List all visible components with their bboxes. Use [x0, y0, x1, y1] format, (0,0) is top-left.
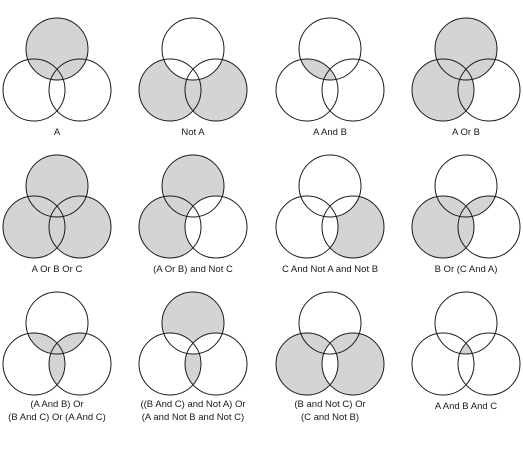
circle-c: [184, 332, 248, 396]
diagram-label: (A And B) Or (B And C) Or (A And C): [0, 398, 122, 424]
diagram-label-line: (C and Not B): [300, 412, 360, 423]
diagram-label-line: Not A: [181, 127, 205, 138]
diagram-label: A And B And C: [401, 400, 523, 413]
venn-diagram-5: [2, 154, 112, 259]
circle-c: [321, 195, 385, 259]
venn-diagram-2: [138, 17, 248, 122]
circle-b: [275, 195, 339, 259]
circle-b: [2, 195, 66, 259]
diagram-label-line: (A and Not B and Not C): [141, 412, 245, 423]
diagram-label: (B and Not C) Or (C and Not B): [265, 398, 395, 424]
circle-a: [298, 291, 362, 355]
diagram-label: A Or B Or C: [0, 263, 122, 276]
venn-diagram-7: [275, 154, 385, 259]
circle-b: [138, 332, 202, 396]
circle-b: [138, 195, 202, 259]
circle-b: [411, 332, 475, 396]
diagram-label: Not A: [128, 126, 258, 139]
diagram-label-line: A: [53, 127, 61, 138]
circle-b: [275, 58, 339, 122]
diagram-label: C And Not A and Not B: [265, 263, 395, 276]
circle-b: [411, 58, 475, 122]
circle-c: [321, 332, 385, 396]
diagram-label-line: (B And C) Or (A And C): [8, 412, 106, 423]
circle-b: [2, 58, 66, 122]
diagram-label-line: (B and Not C) Or: [294, 399, 366, 410]
circle-c: [48, 332, 112, 396]
diagram-label-line: A And B: [313, 127, 347, 138]
circle-b: [2, 332, 66, 396]
diagram-label: ((B And C) and Not A) Or (A and Not B and…: [128, 398, 258, 424]
diagram-label-line: A Or B: [452, 127, 480, 138]
circle-c: [457, 195, 521, 259]
circle-c: [184, 195, 248, 259]
circle-b: [138, 58, 202, 122]
venn-diagram-11: [275, 291, 385, 396]
venn-diagram-10: [138, 291, 248, 396]
circle-a: [161, 17, 225, 81]
circle-a: [298, 154, 362, 218]
circle-c: [184, 58, 248, 122]
circle-a: [434, 17, 498, 81]
circle-c: [321, 58, 385, 122]
circle-a: [25, 154, 89, 218]
diagram-label: A Or B: [401, 126, 523, 139]
circle-a: [298, 17, 362, 81]
circle-b: [275, 332, 339, 396]
diagram-label: A And B: [265, 126, 395, 139]
circle-a: [161, 291, 225, 355]
venn-diagram-6: [138, 154, 248, 259]
diagram-label-line: (A And B) Or: [30, 399, 84, 410]
diagram-label-line: A And B And C: [434, 401, 498, 412]
circle-c: [457, 58, 521, 122]
diagram-label-line: (A Or B) and Not C: [153, 264, 233, 275]
circle-c: [457, 332, 521, 396]
diagram-label: B Or (C And A): [401, 263, 523, 276]
diagram-label-line: B Or (C And A): [434, 264, 498, 275]
diagram-label-line: C And Not A and Not B: [281, 264, 379, 275]
circle-b: [411, 195, 475, 259]
venn-diagram-4: [411, 17, 521, 122]
circle-a: [434, 291, 498, 355]
circle-a: [434, 154, 498, 218]
diagram-label-line: A Or B Or C: [31, 264, 83, 275]
circle-c: [48, 58, 112, 122]
circle-c: [48, 195, 112, 259]
diagram-label: A: [0, 126, 122, 139]
circle-a: [25, 291, 89, 355]
diagram-label-line: ((B And C) and Not A) Or: [140, 399, 246, 410]
diagram-label: (A Or B) and Not C: [128, 263, 258, 276]
circle-a: [161, 154, 225, 218]
venn-diagram-1: [2, 17, 112, 122]
circle-a: [25, 17, 89, 81]
